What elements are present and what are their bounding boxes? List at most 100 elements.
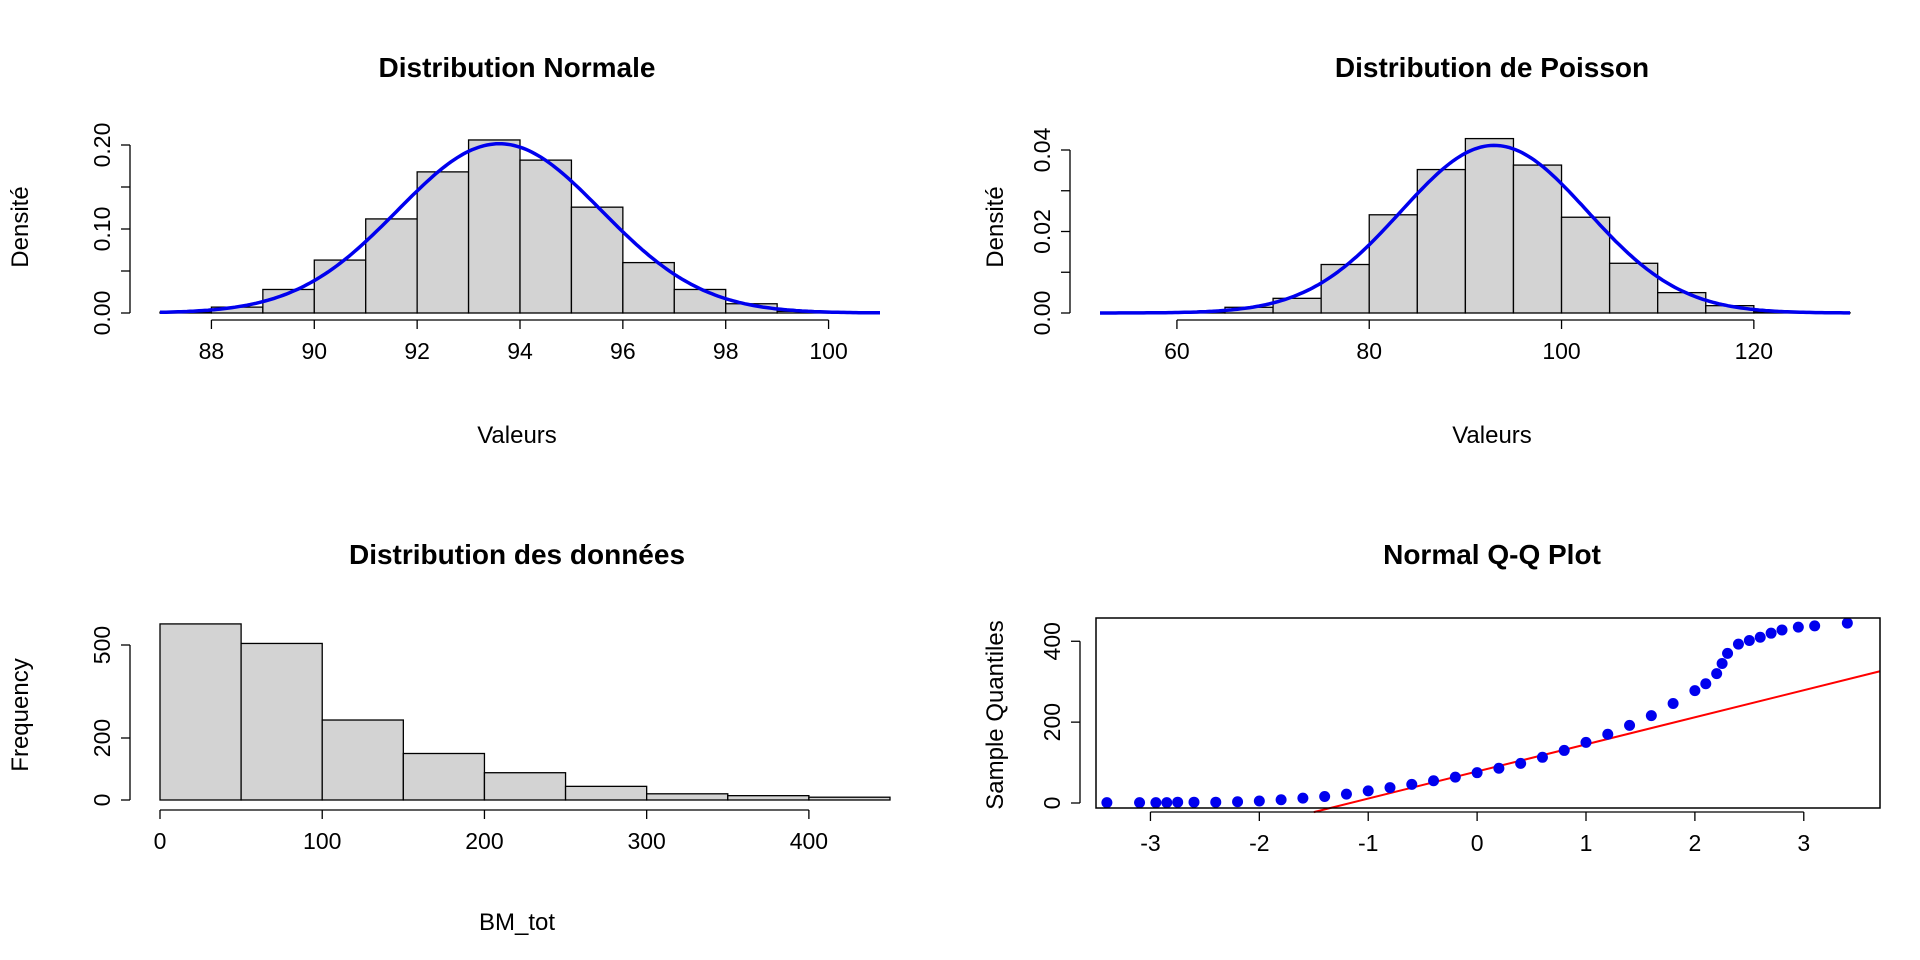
qq-point [1558, 744, 1570, 756]
y-tick-label: 0.04 [1029, 127, 1055, 172]
x-axis-label-donnees: BM_tot [479, 909, 555, 936]
qq-point [1809, 620, 1821, 632]
qq-point [1471, 767, 1483, 779]
y-tick-label: 0 [1039, 797, 1065, 810]
qq-point [1645, 710, 1657, 722]
qq-point [1722, 647, 1734, 659]
y-tick-label: 200 [1039, 703, 1065, 741]
y-tick-label: 500 [89, 626, 115, 664]
qq-point [1101, 797, 1113, 809]
x-tick-label: 88 [199, 338, 225, 364]
histogram-bar [808, 796, 891, 801]
qq-point [1253, 795, 1265, 807]
y-tick-label: 0.00 [1029, 291, 1055, 336]
y-tick-label: 0 [89, 794, 115, 807]
x-axis-label-poisson: Valeurs [1452, 422, 1532, 449]
qq-point [1536, 751, 1548, 763]
x-tick-label: 100 [303, 828, 341, 854]
histogram-bar [467, 139, 521, 314]
qq-reference-line [1313, 670, 1881, 814]
qq-point [1150, 797, 1162, 809]
y-tick-label: 0.02 [1029, 209, 1055, 254]
x-tick-label: -2 [1249, 830, 1269, 856]
plot-area-donnees: 0 100 200 300 400 0 200 500 [89, 623, 891, 854]
x-tick-label: 98 [713, 338, 739, 364]
chart-title-qq: Normal Q-Q Plot [1383, 539, 1601, 570]
x-tick-label: 60 [1164, 338, 1190, 364]
qq-point [1602, 728, 1614, 740]
histogram-bar [1657, 291, 1707, 314]
x-axis-label-normal: Valeurs [477, 422, 557, 449]
x-tick-label: 92 [404, 338, 430, 364]
qq-point [1667, 698, 1679, 710]
y-tick-label: 400 [1039, 622, 1065, 660]
plot-area-qq: -3 -2 -1 0 1 2 3 0 200 400 [1039, 617, 1881, 856]
x-tick-label: 94 [507, 338, 533, 364]
histogram-bar [240, 642, 323, 801]
qq-point [1406, 778, 1418, 790]
qq-point [1624, 719, 1636, 731]
qq-point [1134, 797, 1146, 809]
qq-point [1765, 627, 1777, 639]
x-tick-label: 3 [1797, 830, 1810, 856]
panel-qq: Normal Q-Q Plot Sample Quantiles -3 -2 -1 0… [982, 539, 1881, 856]
x-tick-label: 400 [790, 828, 828, 854]
panel-poisson: Distribution de Poisson Valeurs Densité … [982, 52, 1851, 449]
qq-point [1161, 797, 1173, 809]
qq-point [1428, 775, 1440, 787]
qq-point [1297, 792, 1309, 804]
qq-point [1232, 796, 1244, 808]
qq-point [1493, 762, 1505, 774]
x-tick-label: 120 [1735, 338, 1773, 364]
x-tick-label: 100 [809, 338, 847, 364]
panel-normal: Distribution Normale Valeurs Densité 88 9… [7, 52, 880, 449]
histogram-bar [1464, 137, 1515, 314]
y-tick-label: 0.00 [89, 291, 115, 336]
histogram-bar [159, 623, 242, 801]
qq-point [1275, 794, 1287, 806]
y-axis-label-poisson: Densité [982, 186, 1009, 267]
histogram-bar [1560, 216, 1611, 314]
x-tick-label: -1 [1358, 830, 1378, 856]
histogram-bar [313, 259, 367, 314]
qq-point [1340, 788, 1352, 800]
x-tick-label: 80 [1356, 338, 1382, 364]
histogram-bar [564, 785, 648, 801]
y-axis-label-qq: Sample Quantiles [982, 620, 1009, 809]
qq-point [1319, 791, 1331, 803]
qq-point [1776, 624, 1788, 636]
histogram-bar [646, 793, 729, 801]
y-tick-label: 0.10 [89, 207, 115, 252]
histogram-bar [1320, 263, 1370, 314]
histogram-bar [727, 795, 810, 801]
chart-title-normal: Distribution Normale [379, 52, 656, 83]
x-tick-label: 100 [1542, 338, 1580, 364]
qq-point [1689, 685, 1701, 697]
y-axis-label-normal: Densité [7, 186, 34, 267]
qq-point [1362, 785, 1374, 797]
x-tick-label: 200 [465, 828, 503, 854]
histogram-bar [622, 261, 675, 314]
y-axis-label-donnees: Frequency [7, 658, 34, 771]
qq-point [1711, 668, 1723, 680]
qq-point [1384, 782, 1396, 794]
y-tick-label: 200 [89, 719, 115, 757]
x-tick-label: -3 [1140, 830, 1160, 856]
x-tick-label: 0 [1471, 830, 1484, 856]
qq-point [1172, 796, 1184, 808]
qq-point [1515, 757, 1527, 769]
chart-title-donnees: Distribution des données [349, 539, 685, 570]
x-tick-label: 300 [627, 828, 665, 854]
qq-point [1743, 634, 1755, 646]
qq-point [1700, 678, 1712, 690]
qq-point [1210, 796, 1222, 808]
histogram-bar [519, 159, 573, 314]
density-curve [160, 142, 880, 315]
panel-donnees: Distribution des données BM_tot Frequenc… [7, 539, 891, 936]
x-tick-label: 96 [610, 338, 636, 364]
plot-area-normal: 88 90 92 94 96 98 100 0.00 0.10 0.20 [89, 123, 880, 364]
y-tick-label: 0.20 [89, 123, 115, 168]
x-tick-label: 0 [154, 828, 167, 854]
qq-point [1754, 631, 1766, 643]
